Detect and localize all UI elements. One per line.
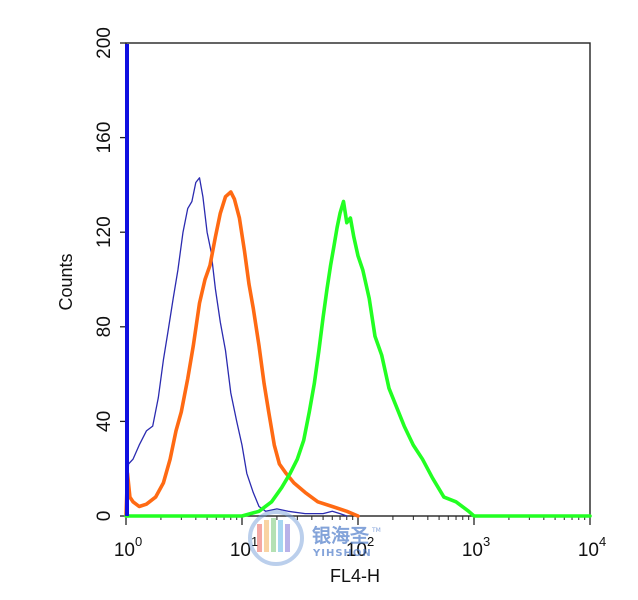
x-tick-exponent: 3: [483, 534, 490, 549]
watermark-chinese: 银海圣: [312, 524, 370, 547]
plot-area: [125, 42, 591, 517]
x-tick-base: 10: [462, 540, 483, 561]
x-tick-base: 10: [578, 540, 599, 561]
x-tick-exponent: 2: [367, 534, 374, 549]
x-tick-exponent: 4: [599, 534, 606, 549]
x-tick-base: 10: [346, 540, 367, 561]
y-tick-label: 160: [94, 122, 115, 154]
x-tick-exponent: 1: [251, 534, 258, 549]
x-tick-base: 10: [230, 540, 251, 561]
x-tick-label: 102: [346, 534, 374, 561]
histogram-series-1: [125, 177, 348, 517]
y-tick-label: 0: [94, 511, 115, 522]
watermark-latin: YIHSHON: [312, 548, 372, 559]
x-tick-label: 103: [462, 534, 490, 561]
brand-watermark: 银海圣 YIHSHON TM: [248, 510, 381, 566]
y-tick-label: 200: [94, 27, 115, 59]
x-tick-base: 10: [114, 540, 135, 561]
histogram-series-3: [124, 199, 592, 518]
x-tick-exponent: 0: [135, 534, 142, 549]
y-axis-title: Counts: [56, 253, 76, 310]
x-tick-label: 100: [114, 534, 142, 561]
y-tick-label: 40: [94, 411, 115, 432]
x-axis-title: FL4-H: [330, 566, 380, 586]
plot-frame: [125, 42, 591, 517]
histogram-series-2: [124, 190, 360, 518]
x-tick-label: 101: [230, 534, 258, 561]
x-tick-label: 104: [578, 534, 606, 561]
histogram-series: [124, 177, 592, 518]
brand-logo-icon: [248, 510, 304, 566]
baseline-spike: [125, 44, 129, 516]
watermark-tm: TM: [371, 527, 381, 534]
y-tick-label: 80: [94, 316, 115, 337]
y-tick-label: 120: [94, 216, 115, 248]
